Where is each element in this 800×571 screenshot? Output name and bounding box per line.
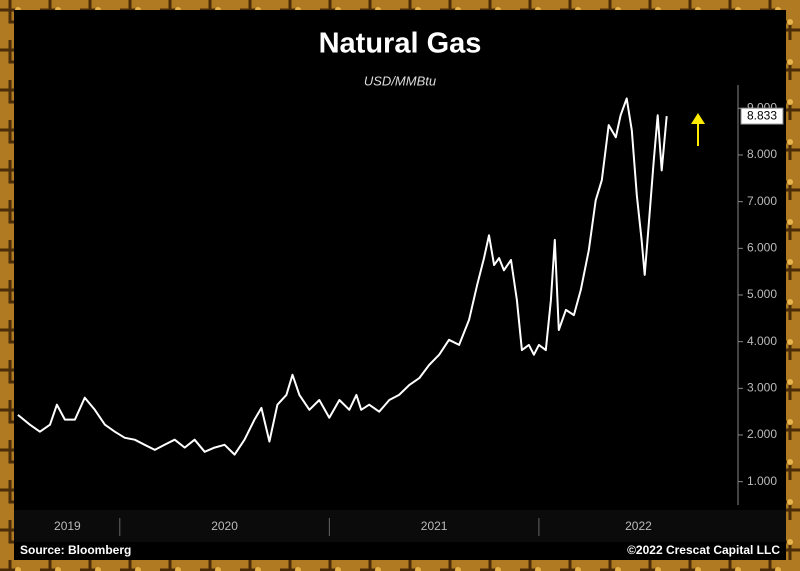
price-line xyxy=(17,97,668,456)
x-tick-label: 2019 xyxy=(54,519,81,533)
y-tick-label: 8.000 xyxy=(747,147,777,161)
last-value-box xyxy=(740,107,784,125)
x-band xyxy=(14,510,786,542)
y-tick-label: 6.000 xyxy=(747,241,777,255)
y-tick-label: 2.000 xyxy=(747,427,777,441)
source: Source: Bloomberg xyxy=(20,543,131,557)
chart-title: Natural Gas xyxy=(319,28,482,60)
last-value-label: 8.833 xyxy=(747,108,777,122)
x-tick-label: 2020 xyxy=(211,519,238,533)
x-tick-label: 2022 xyxy=(625,519,652,533)
y-tick-label: 5.000 xyxy=(747,287,777,301)
up-arrow xyxy=(691,113,705,146)
chart-area xyxy=(14,10,786,560)
credit: ©2022 Crescat Capital LLC xyxy=(627,543,780,557)
y-tick-label: 4.000 xyxy=(747,334,777,348)
y-tick-label: 1.000 xyxy=(747,474,777,488)
y-tick-label: 7.000 xyxy=(747,194,777,208)
y-tick-label: 3.000 xyxy=(747,381,777,395)
x-tick-label: 2021 xyxy=(421,519,448,533)
chart-subtitle: USD/MMBtu xyxy=(364,73,436,88)
